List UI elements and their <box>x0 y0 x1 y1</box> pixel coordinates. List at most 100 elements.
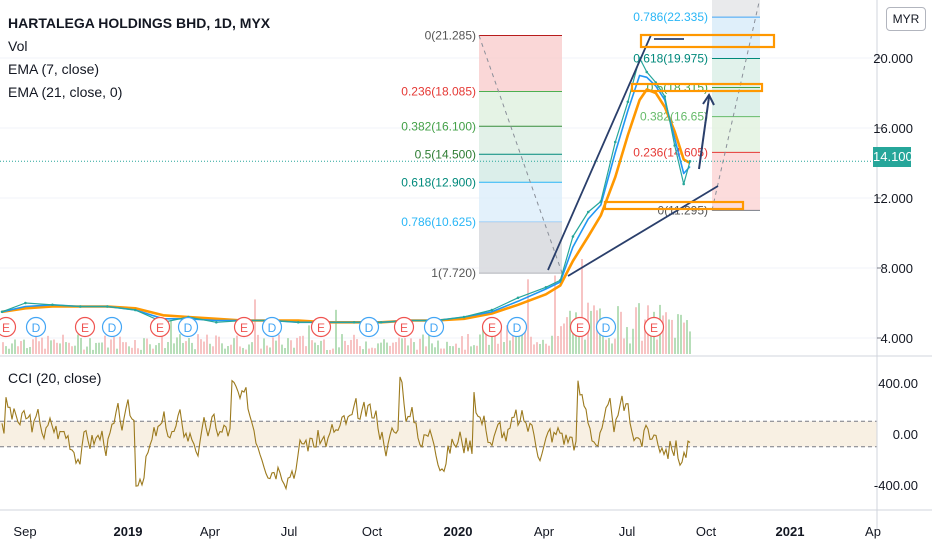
volume-bar <box>449 346 451 354</box>
volume-bar <box>458 347 460 354</box>
volume-bar <box>341 334 343 354</box>
time-axis-label: Sep <box>13 524 36 539</box>
volume-bar <box>572 328 574 354</box>
fib-zone <box>479 126 562 155</box>
volume-bar <box>635 307 637 354</box>
volume-bar <box>674 337 676 354</box>
volume-bar <box>581 259 583 354</box>
volume-bar <box>44 348 46 354</box>
volume-bar <box>440 348 442 354</box>
volume-bar <box>479 334 481 354</box>
volume-bar <box>623 338 625 354</box>
volume-bar <box>185 341 187 354</box>
volume-bar <box>305 346 307 354</box>
resistance-box <box>639 33 776 49</box>
volume-bar <box>314 342 316 354</box>
volume-bar <box>212 346 214 354</box>
fib-zone <box>479 91 562 127</box>
volume-bar <box>77 334 79 354</box>
earnings-marker <box>0 316 17 338</box>
price-point <box>79 305 82 308</box>
volume-bar <box>344 340 346 354</box>
volume-bar <box>608 338 610 354</box>
volume-bar <box>161 335 163 354</box>
price-axis-label: 12.000 <box>873 191 913 206</box>
volume-bar <box>248 344 250 354</box>
volume-bar <box>119 336 121 354</box>
volume-bar <box>41 337 43 354</box>
volume-bar <box>377 343 379 354</box>
price-axis-label: 8.000 <box>880 261 913 276</box>
dividend-marker <box>177 316 199 338</box>
volume-bar <box>584 339 586 354</box>
time-axis-label: 2019 <box>114 524 143 539</box>
volume-bar <box>89 338 91 354</box>
fib2-level-label: 0(11.295) <box>658 203 708 217</box>
price-point <box>516 296 520 300</box>
volume-bar <box>638 303 640 354</box>
dividend-marker-label: D <box>365 321 374 335</box>
earnings-marker-label: E <box>81 321 89 335</box>
earnings-marker <box>233 316 255 338</box>
dividend-marker <box>261 316 283 338</box>
volume-bar <box>299 336 301 354</box>
volume-bar <box>290 340 292 354</box>
dividend-marker-label: D <box>430 321 439 335</box>
volume-bar <box>521 329 523 354</box>
resistance-box <box>630 82 764 93</box>
volume-bar <box>293 347 295 354</box>
volume-bar <box>425 346 427 354</box>
volume-bar <box>215 335 217 354</box>
time-axis-label: Ap <box>865 524 881 539</box>
volume-bar <box>437 340 439 354</box>
legend-vol: Vol <box>8 38 28 54</box>
currency-button[interactable]: MYR <box>886 7 926 31</box>
volume-bar <box>554 275 556 354</box>
volume-bar <box>428 335 430 354</box>
ema7-line <box>1 74 691 324</box>
volume-bar <box>527 279 529 354</box>
chart-legend: HARTALEGA HOLDINGS BHD, 1D, MYX Vol EMA … <box>8 12 270 104</box>
volume-bar <box>497 343 499 354</box>
price-axis-label: 20.000 <box>873 51 913 66</box>
earnings-marker <box>74 316 96 338</box>
time-axis-label: Oct <box>362 524 383 539</box>
earnings-marker-label: E <box>400 321 408 335</box>
volume-bar <box>650 322 652 354</box>
volume-bar <box>287 338 289 354</box>
volume-bar <box>455 343 457 354</box>
volume-bar <box>536 342 538 354</box>
fib2-zone <box>712 87 760 117</box>
dividend-marker-label: D <box>602 321 611 335</box>
volume-bar <box>230 344 232 354</box>
volume-bar <box>509 340 511 354</box>
cci-band <box>0 421 877 447</box>
volume-bar <box>605 339 607 354</box>
volume-bar <box>533 344 535 354</box>
volume-bar <box>614 338 616 354</box>
volume-bar <box>224 348 226 354</box>
volume-bar <box>128 346 130 354</box>
earnings-marker-label: E <box>2 321 10 335</box>
volume-bar <box>371 347 373 354</box>
cci-axis-label: -400.00 <box>874 478 918 493</box>
volume-bar <box>296 337 298 354</box>
volume-bar <box>419 338 421 354</box>
volume-bar <box>368 348 370 354</box>
volume-bar <box>557 335 559 354</box>
volume-bar <box>644 319 646 354</box>
volume-bar <box>254 299 256 354</box>
volume-bar <box>86 346 88 354</box>
earnings-marker-label: E <box>156 321 164 335</box>
volume-bar <box>158 342 160 354</box>
volume-bar <box>29 346 31 354</box>
volume-bar <box>683 322 685 354</box>
volume-bar <box>188 337 190 354</box>
earnings-marker <box>569 316 591 338</box>
volume-bar <box>542 339 544 354</box>
price-point <box>599 200 603 203</box>
volume-bar <box>35 334 37 354</box>
volume-bar <box>356 339 358 354</box>
price-point <box>645 70 649 74</box>
price-point <box>51 303 54 307</box>
